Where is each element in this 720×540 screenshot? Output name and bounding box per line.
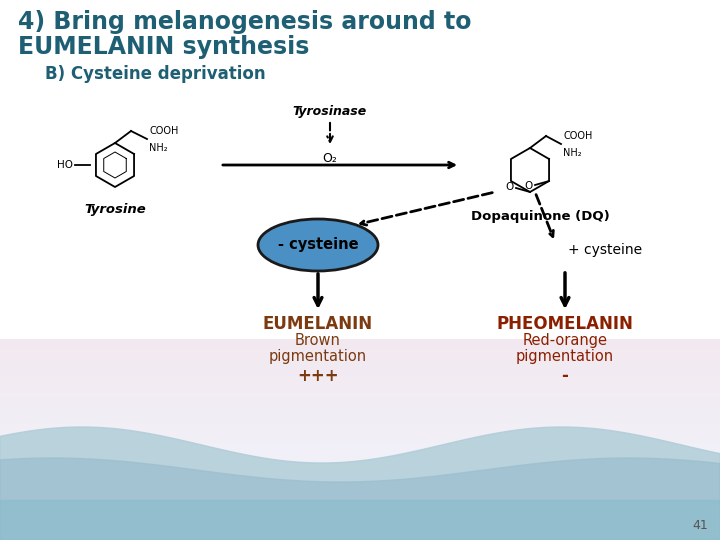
Text: -: - xyxy=(562,367,568,385)
Text: NH₂: NH₂ xyxy=(149,143,168,153)
Text: Tyrosinase: Tyrosinase xyxy=(293,105,367,118)
Bar xyxy=(0,359,720,363)
Bar xyxy=(0,342,720,347)
Bar xyxy=(0,509,720,514)
Bar xyxy=(0,422,720,427)
Bar xyxy=(0,429,720,433)
Bar xyxy=(0,402,720,407)
Text: Tyrosine: Tyrosine xyxy=(84,203,146,216)
Bar xyxy=(0,512,720,517)
Text: HO: HO xyxy=(57,160,73,170)
Bar xyxy=(0,522,720,526)
Bar xyxy=(0,362,720,367)
Bar xyxy=(0,389,720,393)
Bar xyxy=(0,532,720,537)
Bar xyxy=(0,419,720,423)
Bar xyxy=(0,369,720,373)
Bar xyxy=(0,399,720,403)
Bar xyxy=(0,352,720,356)
Text: B) Cysteine deprivation: B) Cysteine deprivation xyxy=(45,65,266,83)
Text: COOH: COOH xyxy=(149,126,179,136)
Bar xyxy=(0,529,720,534)
Bar xyxy=(0,339,720,343)
Ellipse shape xyxy=(258,219,378,271)
Bar xyxy=(0,416,720,420)
Bar xyxy=(0,406,720,410)
Bar xyxy=(0,356,720,360)
Bar xyxy=(0,413,720,417)
Bar xyxy=(0,349,720,353)
Bar xyxy=(0,519,720,523)
Bar xyxy=(0,489,720,494)
Text: +++: +++ xyxy=(297,367,339,385)
Bar xyxy=(0,456,720,460)
Bar xyxy=(0,449,720,454)
Bar xyxy=(0,476,720,480)
Text: EUMELANIN: EUMELANIN xyxy=(263,315,373,333)
Text: EUMELANIN synthesis: EUMELANIN synthesis xyxy=(18,35,310,59)
Bar xyxy=(0,366,720,370)
Bar xyxy=(0,442,720,447)
Bar xyxy=(0,379,720,383)
Text: O: O xyxy=(505,182,514,192)
Bar xyxy=(0,469,720,474)
Bar xyxy=(0,516,720,520)
Text: PHEOMELANIN: PHEOMELANIN xyxy=(497,315,634,333)
Text: O₂: O₂ xyxy=(323,152,338,165)
Bar xyxy=(0,439,720,443)
Text: COOH: COOH xyxy=(563,131,593,141)
Text: pigmentation: pigmentation xyxy=(516,349,614,364)
Bar xyxy=(0,536,720,540)
Text: O: O xyxy=(525,181,533,191)
Bar xyxy=(0,479,720,483)
Bar xyxy=(0,492,720,497)
Bar xyxy=(0,426,720,430)
Bar xyxy=(0,386,720,390)
Bar xyxy=(0,409,720,413)
Bar xyxy=(0,382,720,387)
Text: pigmentation: pigmentation xyxy=(269,349,367,364)
Bar xyxy=(0,482,720,487)
Bar xyxy=(0,462,720,467)
Text: NH₂: NH₂ xyxy=(563,148,582,158)
Text: 41: 41 xyxy=(692,519,708,532)
Bar xyxy=(0,433,720,437)
Bar xyxy=(0,346,720,350)
Text: Red-orange: Red-orange xyxy=(523,333,608,348)
Text: Dopaquinone (DQ): Dopaquinone (DQ) xyxy=(471,210,609,223)
Text: - cysteine: - cysteine xyxy=(278,238,359,253)
Bar xyxy=(0,0,720,340)
Bar xyxy=(0,459,720,463)
Bar xyxy=(0,446,720,450)
Bar xyxy=(0,373,720,377)
Bar xyxy=(0,499,720,503)
Bar xyxy=(0,436,720,440)
Bar xyxy=(0,396,720,400)
Bar xyxy=(0,502,720,507)
Bar xyxy=(0,496,720,500)
Text: + cysteine: + cysteine xyxy=(568,243,642,257)
Text: 4) Bring melanogenesis around to: 4) Bring melanogenesis around to xyxy=(18,10,472,34)
Bar xyxy=(0,376,720,380)
Bar xyxy=(0,472,720,477)
Bar xyxy=(0,393,720,397)
Bar xyxy=(0,505,720,510)
Bar xyxy=(0,525,720,530)
Text: Brown: Brown xyxy=(295,333,341,348)
Bar xyxy=(0,465,720,470)
Bar xyxy=(0,485,720,490)
Bar xyxy=(0,453,720,457)
